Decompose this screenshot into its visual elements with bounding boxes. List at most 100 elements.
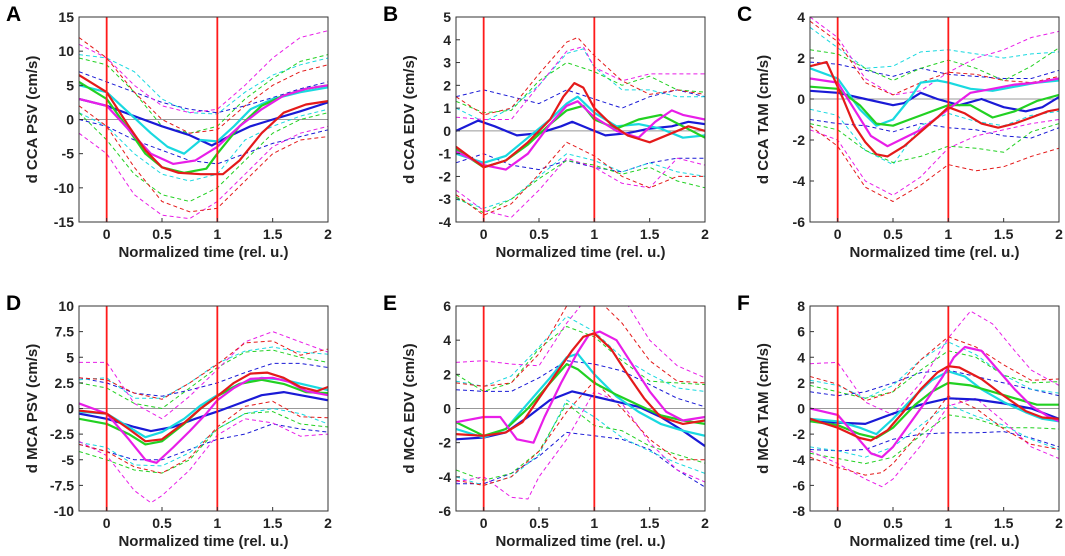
plot-series bbox=[810, 17, 1059, 202]
series-green-lower bbox=[810, 414, 1059, 465]
series-red-lower bbox=[456, 141, 705, 216]
series-blue-lower bbox=[456, 431, 705, 488]
y-axis-label: d MCA PSV (cm/s) bbox=[24, 344, 41, 473]
y-tick-label: -6 bbox=[793, 477, 806, 493]
series-red-upper bbox=[456, 37, 705, 116]
series-red-upper bbox=[79, 340, 328, 400]
x-tick-label: 0.5 bbox=[883, 515, 903, 531]
x-tick-label: 1.5 bbox=[263, 515, 283, 531]
series-blue-lower bbox=[810, 119, 1059, 139]
series-red-upper bbox=[810, 336, 1059, 402]
series-cyan-upper bbox=[79, 54, 328, 115]
y-tick-label: 0 bbox=[66, 401, 74, 417]
series-red-lower bbox=[810, 395, 1059, 476]
series-green-lower bbox=[810, 123, 1059, 163]
series-magenta bbox=[79, 376, 328, 464]
series-cyan-lower bbox=[810, 108, 1059, 166]
series-magenta bbox=[810, 345, 1059, 459]
series-green-upper bbox=[79, 349, 328, 409]
y-tick-label: -7.5 bbox=[50, 477, 74, 493]
series-red-lower bbox=[79, 105, 328, 213]
series-magenta bbox=[79, 84, 328, 165]
series-green-upper bbox=[810, 47, 1059, 81]
panel-b: 0 0.5 1 1.5 2 -4 -3 -2 -1 0 1 2 3 4 5 Normalized time (… bbox=[383, 3, 709, 261]
y-tick-label: 5 bbox=[443, 9, 451, 25]
y-tick-label: 10 bbox=[58, 43, 74, 59]
axes-box bbox=[809, 16, 1060, 223]
x-tick-label: 2 bbox=[701, 226, 709, 242]
plot-area bbox=[456, 17, 705, 222]
x-tick-label: 1.5 bbox=[640, 226, 660, 242]
x-tick-label: 0 bbox=[480, 226, 488, 242]
y-tick-label: 0 bbox=[797, 91, 805, 107]
y-tick-label: -1 bbox=[439, 146, 452, 162]
y-axis-label: d MCA TAM (cm/s) bbox=[755, 343, 772, 474]
y-tick-label: 4 bbox=[797, 349, 805, 365]
x-axis-label: Normalized time (rel. u.) bbox=[849, 533, 1019, 550]
x-tick-label: 2 bbox=[1055, 226, 1063, 242]
y-tick-label: -2.5 bbox=[50, 426, 74, 442]
x-tick-label: 1.5 bbox=[263, 226, 283, 242]
y-tick-label: -2 bbox=[793, 426, 806, 442]
x-tick-label: 0.5 bbox=[883, 226, 903, 242]
series-blue-lower bbox=[79, 119, 328, 165]
series-green-upper bbox=[810, 350, 1059, 399]
series-magenta-lower bbox=[810, 397, 1059, 488]
series-blue-upper bbox=[79, 71, 328, 114]
series-magenta-lower bbox=[456, 157, 705, 218]
series-cyan-upper bbox=[810, 341, 1059, 399]
panel-letter: D bbox=[6, 292, 21, 315]
series-cyan bbox=[456, 95, 705, 164]
y-axis-label: d CCA EDV (cm/s) bbox=[401, 55, 418, 184]
series-magenta bbox=[456, 330, 705, 444]
series-red-lower bbox=[456, 380, 705, 486]
y-tick-label: 10 bbox=[58, 298, 74, 314]
panel-letter: C bbox=[737, 3, 752, 26]
y-tick-label: 0 bbox=[797, 401, 805, 417]
series-magenta-lower bbox=[79, 418, 328, 504]
series-red-lower bbox=[810, 125, 1059, 202]
plot-series bbox=[810, 310, 1059, 488]
x-tick-label: 0 bbox=[103, 226, 111, 242]
y-tick-label: 5 bbox=[66, 349, 74, 365]
y-tick-label: -5 bbox=[62, 452, 75, 468]
series-red bbox=[456, 82, 705, 169]
series-magenta-upper bbox=[79, 30, 328, 114]
x-tick-label: 0.5 bbox=[152, 515, 172, 531]
panel-letter: A bbox=[6, 3, 21, 26]
series-green bbox=[456, 363, 705, 437]
panel-letter: B bbox=[383, 3, 398, 26]
series-blue bbox=[810, 89, 1059, 113]
series-red-lower bbox=[79, 400, 328, 474]
series-green bbox=[810, 85, 1059, 127]
y-tick-label: 0 bbox=[66, 112, 74, 128]
x-axis-label: Normalized time (rel. u.) bbox=[495, 533, 665, 550]
series-cyan-lower bbox=[456, 153, 705, 209]
series-green-lower bbox=[456, 402, 705, 481]
series-red-upper bbox=[810, 20, 1059, 96]
panel-letter: E bbox=[383, 292, 397, 315]
x-axis-label: Normalized time (rel. u.) bbox=[849, 244, 1019, 261]
y-tick-label: 4 bbox=[443, 32, 451, 48]
x-tick-label: 1.5 bbox=[994, 226, 1014, 242]
plot-series bbox=[79, 30, 328, 220]
x-axis-label: Normalized time (rel. u.) bbox=[118, 533, 288, 550]
y-tick-label: -10 bbox=[54, 503, 74, 519]
x-tick-label: 0.5 bbox=[529, 226, 549, 242]
series-blue-upper bbox=[810, 61, 1059, 79]
y-tick-label: -4 bbox=[439, 469, 452, 485]
y-tick-label: 4 bbox=[797, 9, 805, 25]
series-magenta-lower bbox=[456, 390, 705, 500]
series-magenta-lower bbox=[810, 119, 1059, 196]
x-tick-label: 1 bbox=[590, 515, 598, 531]
y-tick-label: -2 bbox=[793, 132, 806, 148]
y-tick-label: -5 bbox=[62, 146, 75, 162]
y-tick-label: 2.5 bbox=[55, 375, 75, 391]
y-tick-label: 2 bbox=[797, 50, 805, 66]
series-magenta-upper bbox=[456, 46, 705, 120]
series-blue-lower bbox=[810, 431, 1059, 452]
plot-series bbox=[456, 306, 705, 500]
y-tick-label: 4 bbox=[443, 332, 451, 348]
series-magenta-upper bbox=[79, 331, 328, 420]
